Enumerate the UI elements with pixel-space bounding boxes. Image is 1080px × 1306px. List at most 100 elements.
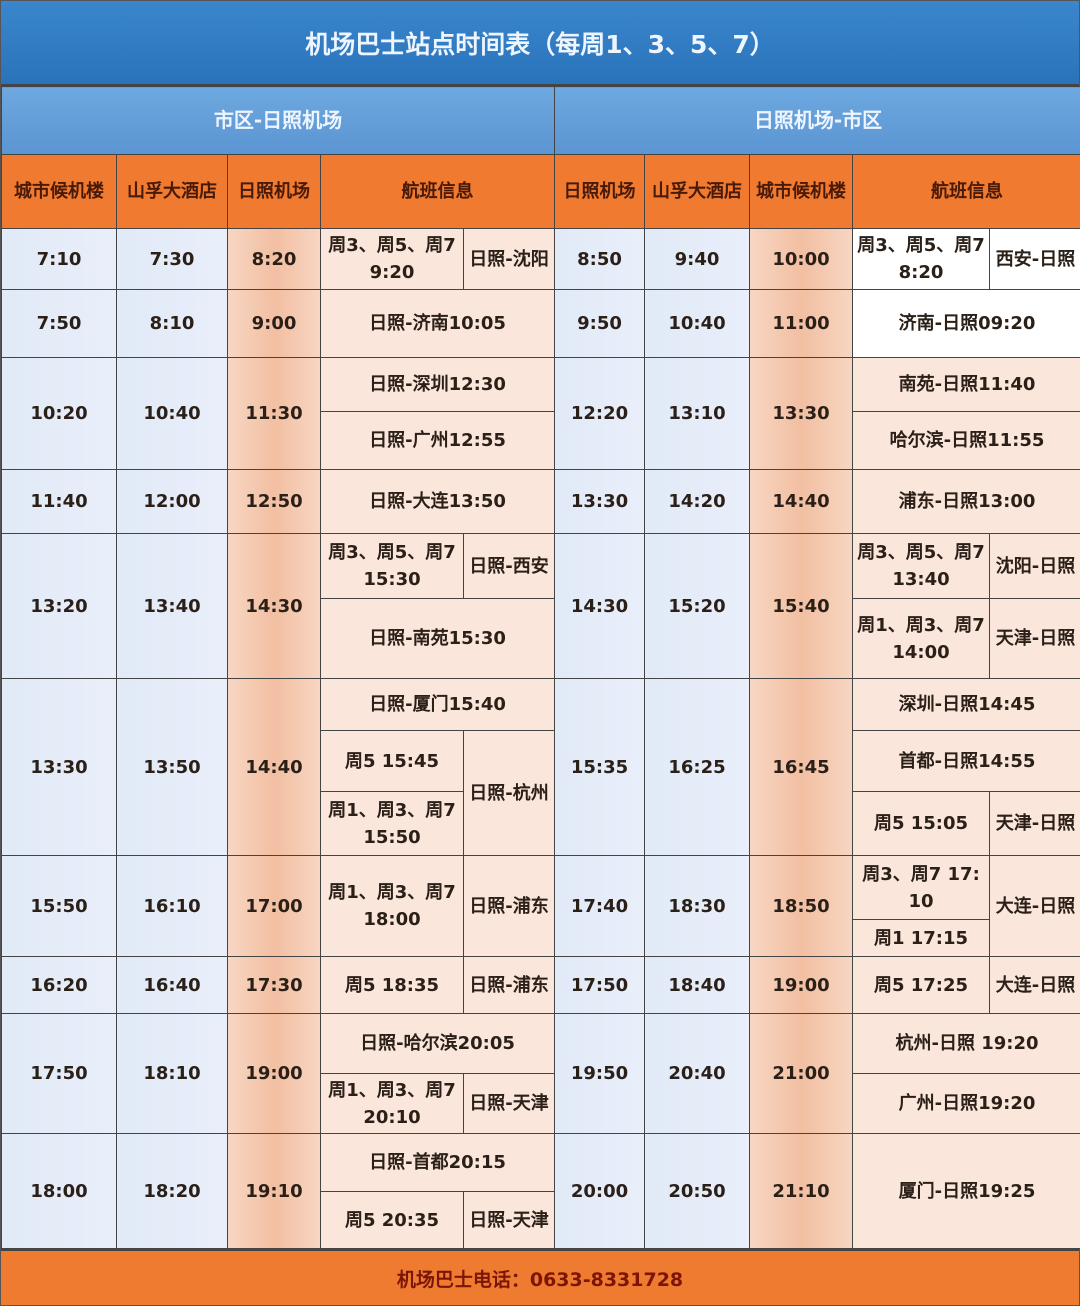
flight-cell: 日照-天津 [463, 1073, 555, 1134]
flight-cell: 首都-日照14:55 [852, 730, 1080, 792]
flight-cell: 济南-日照09:20 [852, 289, 1080, 358]
time-cell: 13:20 [1, 533, 117, 679]
time-cell: 13:40 [116, 533, 228, 679]
flight-cell: 厦门-日照19:25 [852, 1133, 1080, 1249]
flight-cell: 周3、周5、周7 8:20 [852, 228, 990, 290]
time-cell: 10:40 [644, 289, 750, 358]
time-cell: 7:50 [1, 289, 117, 358]
time-cell: 20:50 [644, 1133, 750, 1249]
time-cell: 16:20 [1, 956, 117, 1014]
time-cell: 15:35 [554, 678, 645, 856]
time-cell: 13:10 [644, 357, 750, 470]
flight-cell: 哈尔滨-日照11:55 [852, 411, 1080, 470]
time-cell: 8:10 [116, 289, 228, 358]
flight-cell: 南苑-日照11:40 [852, 357, 1080, 412]
flight-cell: 周1 17:15 [852, 919, 990, 957]
time-cell: 9:40 [644, 228, 750, 290]
flight-cell: 周3、周5、周7 9:20 [320, 228, 464, 290]
flight-cell: 日照-深圳12:30 [320, 357, 555, 412]
time-cell: 10:20 [1, 357, 117, 470]
flight-cell: 日照-哈尔滨20:05 [320, 1013, 555, 1074]
flight-cell: 日照-浦东 [463, 855, 555, 957]
flight-cell: 广州-日照19:20 [852, 1073, 1080, 1134]
flight-cell: 杭州-日照 19:20 [852, 1013, 1080, 1074]
flight-cell: 周5 15:05 [852, 791, 990, 856]
flight-cell: 周3、周5、周7 15:30 [320, 533, 464, 599]
flight-cell: 日照-大连13:50 [320, 469, 555, 534]
time-cell: 14:20 [644, 469, 750, 534]
time-cell: 18:50 [749, 855, 853, 957]
column-header: 日照机场 [554, 154, 645, 229]
column-header: 日照机场 [227, 154, 321, 229]
flight-cell: 浦东-日照13:00 [852, 469, 1080, 534]
time-cell: 13:50 [116, 678, 228, 856]
flight-cell: 日照-广州12:55 [320, 411, 555, 470]
flight-cell: 大连-日照 [989, 855, 1080, 957]
time-cell: 15:40 [749, 533, 853, 679]
time-cell: 14:40 [749, 469, 853, 534]
column-header: 山孚大酒店 [644, 154, 750, 229]
flight-cell: 日照-厦门15:40 [320, 678, 555, 731]
time-cell: 19:10 [227, 1133, 321, 1249]
flight-cell: 天津-日照 [989, 598, 1080, 679]
flight-cell: 日照-浦东 [463, 956, 555, 1014]
time-cell: 9:50 [554, 289, 645, 358]
time-cell: 16:10 [116, 855, 228, 957]
time-cell: 15:50 [1, 855, 117, 957]
column-header: 城市候机楼 [1, 154, 117, 229]
flight-cell: 天津-日照 [989, 791, 1080, 856]
time-cell: 21:00 [749, 1013, 853, 1134]
time-cell: 18:10 [116, 1013, 228, 1134]
flight-cell: 日照-沈阳 [463, 228, 555, 290]
flight-cell: 周5 15:45 [320, 730, 464, 792]
flight-cell: 日照-济南10:05 [320, 289, 555, 358]
time-cell: 7:30 [116, 228, 228, 290]
time-cell: 16:25 [644, 678, 750, 856]
flight-cell: 沈阳-日照 [989, 533, 1080, 599]
flight-cell: 周3、周5、周7 13:40 [852, 533, 990, 599]
flight-cell: 日照-天津 [463, 1191, 555, 1249]
time-cell: 18:30 [644, 855, 750, 957]
time-cell: 10:40 [116, 357, 228, 470]
time-cell: 8:50 [554, 228, 645, 290]
time-cell: 20:00 [554, 1133, 645, 1249]
flight-cell: 大连-日照 [989, 956, 1080, 1014]
flight-cell: 周1、周3、周7 18:00 [320, 855, 464, 957]
column-header: 山孚大酒店 [116, 154, 228, 229]
section-airport-to-city: 日照机场-市区 [554, 86, 1080, 155]
flight-cell: 日照-首都20:15 [320, 1133, 555, 1192]
time-cell: 13:30 [1, 678, 117, 856]
time-cell: 20:40 [644, 1013, 750, 1134]
time-cell: 14:30 [554, 533, 645, 679]
time-cell: 18:20 [116, 1133, 228, 1249]
time-cell: 7:10 [1, 228, 117, 290]
time-cell: 11:30 [227, 357, 321, 470]
time-cell: 13:30 [749, 357, 853, 470]
flight-cell: 西安-日照 [989, 228, 1080, 290]
column-header: 城市候机楼 [749, 154, 853, 229]
section-city-to-airport: 市区-日照机场 [1, 86, 555, 155]
page-title: 机场巴士站点时间表（每周1、3、5、7） [1, 1, 1079, 86]
flight-cell: 周5 18:35 [320, 956, 464, 1014]
flight-cell: 周1、周3、周7 20:10 [320, 1073, 464, 1134]
time-cell: 18:00 [1, 1133, 117, 1249]
time-cell: 17:50 [554, 956, 645, 1014]
time-cell: 21:10 [749, 1133, 853, 1249]
time-cell: 12:00 [116, 469, 228, 534]
time-cell: 17:50 [1, 1013, 117, 1134]
flight-cell: 周5 17:25 [852, 956, 990, 1014]
time-cell: 11:00 [749, 289, 853, 358]
column-header: 航班信息 [320, 154, 555, 229]
time-cell: 16:45 [749, 678, 853, 856]
time-cell: 12:20 [554, 357, 645, 470]
time-cell: 8:20 [227, 228, 321, 290]
time-cell: 18:40 [644, 956, 750, 1014]
time-cell: 17:40 [554, 855, 645, 957]
time-cell: 17:00 [227, 855, 321, 957]
time-cell: 19:50 [554, 1013, 645, 1134]
flight-cell: 周1、周3、周7 14:00 [852, 598, 990, 679]
time-cell: 9:00 [227, 289, 321, 358]
timetable: 市区-日照机场 日照机场-市区 城市候机楼 山孚大酒店 日照机场 航班信息 日照机场 山孚… [1, 86, 1080, 1249]
bus-phone-footer: 机场巴士电话：0633-8331728 [1, 1249, 1079, 1305]
